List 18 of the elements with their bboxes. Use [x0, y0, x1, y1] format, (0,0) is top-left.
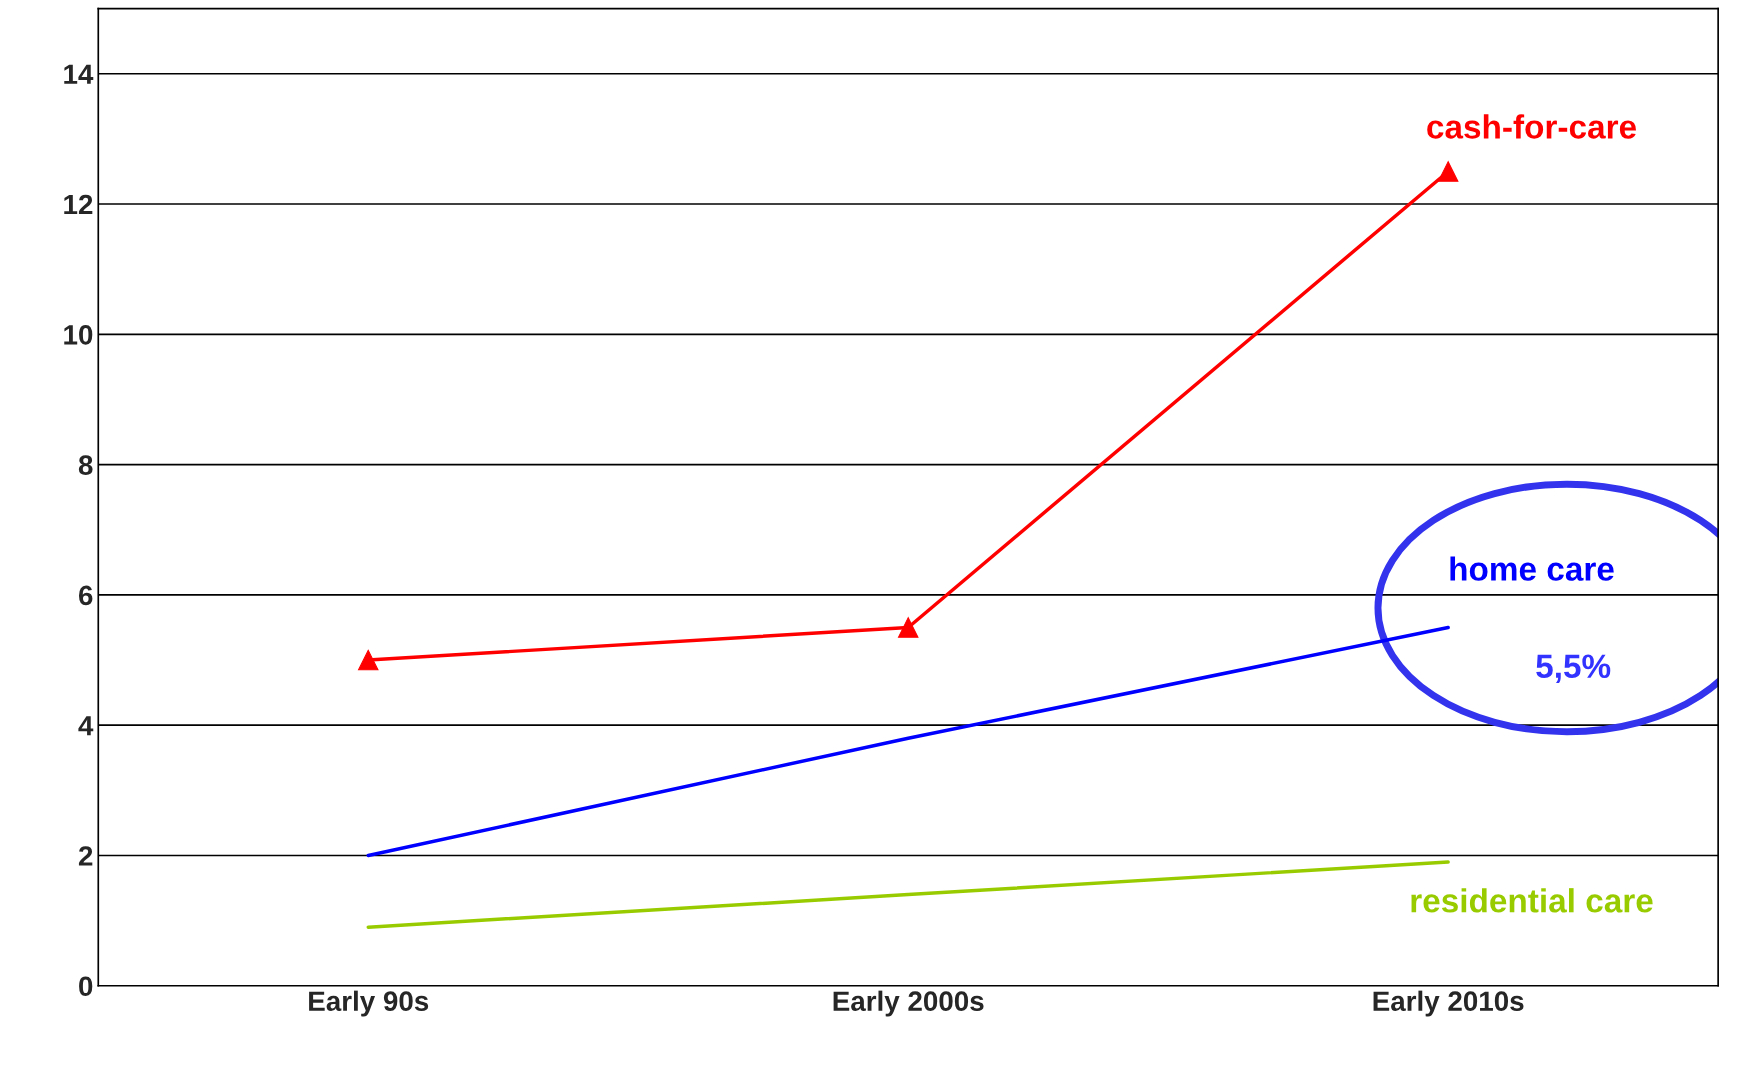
annotation: 5,5%	[1536, 654, 1611, 683]
point	[897, 617, 919, 638]
y-tick-label: 12	[64, 194, 93, 215]
series-label: cash-for-care	[1427, 114, 1636, 139]
y-tick-label: 10	[64, 324, 93, 345]
x-tick-label: Early 90s	[309, 990, 429, 1017]
y-tick-label: 14	[64, 64, 94, 84]
point	[358, 649, 379, 671]
x-tick-label: Early 2000s	[833, 990, 984, 1017]
y-tick-label: 8	[78, 455, 93, 475]
y-tick-label: 0	[79, 976, 93, 997]
series-label: residential care	[1411, 888, 1653, 913]
y-tick-label: 4	[78, 716, 94, 736]
series-label: home care	[1450, 556, 1614, 581]
x-tick-label: Early 2010s	[1373, 990, 1524, 1017]
y-tick-label: 2	[78, 846, 93, 866]
y-tick-label: 6	[78, 585, 93, 606]
point	[1437, 161, 1459, 182]
